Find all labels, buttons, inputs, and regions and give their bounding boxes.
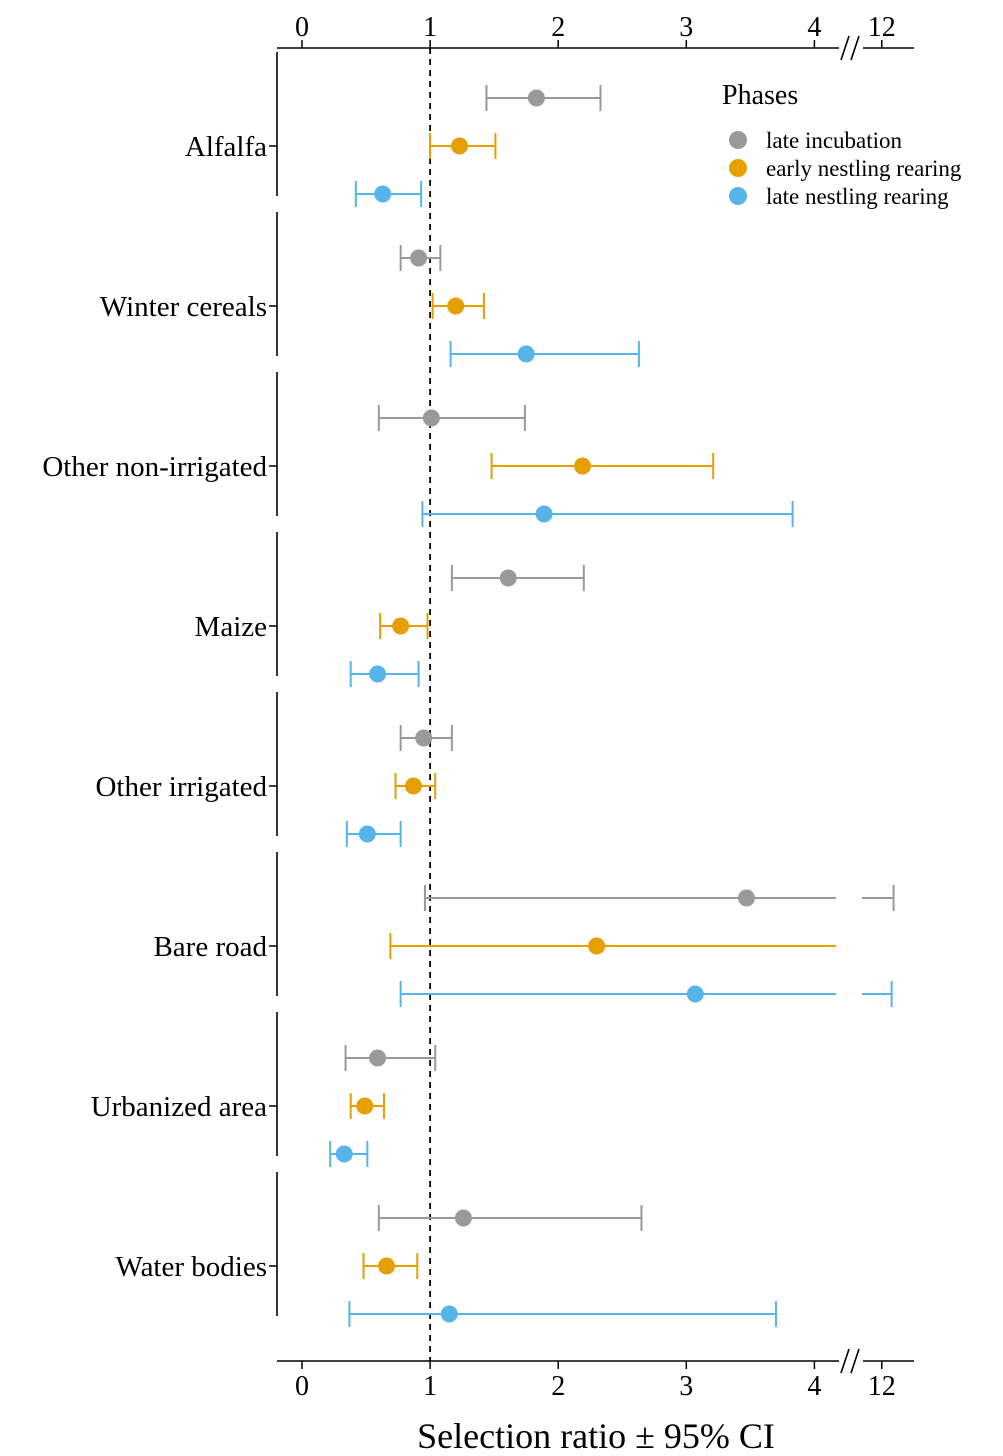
legend-swatch-early-nestling-rearing: [729, 159, 747, 177]
point-estimate: [392, 617, 410, 635]
bottom-axis-break-mark: [840, 1348, 850, 1374]
category-label-water-bodies: Water bodies: [116, 1251, 267, 1283]
top-tick-label-0: 0: [295, 12, 309, 43]
error-bar-late-incubation-winter-cereals: [399, 245, 442, 271]
error-bar-early-nestling-rearing-other-irrigated: [394, 773, 437, 799]
x-axis-title: Selection ratio ± 95% CI: [417, 1416, 775, 1456]
point-estimate: [378, 1257, 396, 1275]
category-label-maize: Maize: [195, 611, 267, 643]
legend-label-early-nestling-rearing: early nestling rearing: [766, 156, 962, 181]
error-bar-late-nestling-rearing-other-non-irrigated: [421, 501, 794, 527]
error-bar-early-nestling-rearing-bare-road: [389, 933, 836, 959]
error-bar-late-incubation-bare-road: [423, 885, 895, 911]
top-tick-label-2: 2: [551, 12, 565, 43]
bottom-tick-label-12: 12: [868, 1371, 896, 1402]
bottom-axis-break-mark: [850, 1348, 860, 1374]
category-label-other-irrigated: Other irrigated: [95, 771, 267, 803]
category-label-alfalfa: Alfalfa: [185, 131, 267, 163]
category-label-winter-cereals: Winter cereals: [100, 291, 267, 323]
error-bar-late-nestling-rearing-bare-road: [399, 981, 893, 1007]
point-estimate: [422, 409, 440, 427]
error-bar-late-incubation-other-non-irrigated: [377, 405, 526, 431]
error-bar-late-incubation-other-irrigated: [399, 725, 453, 751]
error-bar-early-nestling-rearing-other-non-irrigated: [490, 453, 715, 479]
top-tick-label-1: 1: [423, 12, 437, 43]
error-bar-late-nestling-rearing-urbanized-area: [329, 1141, 369, 1167]
error-bar-late-nestling-rearing-water-bodies: [348, 1301, 777, 1327]
legend-title: Phases: [722, 80, 798, 111]
category-label-bare-road: Bare road: [153, 931, 267, 963]
point-estimate: [738, 889, 756, 907]
point-estimate: [574, 457, 592, 475]
point-estimate: [374, 185, 392, 203]
point-estimate: [499, 569, 517, 587]
top-tick-label-12: 12: [868, 12, 896, 43]
category-label-urbanized-area: Urbanized area: [91, 1091, 267, 1123]
top-tick-label-4: 4: [807, 12, 821, 43]
point-estimate: [440, 1305, 458, 1323]
error-bar-late-nestling-rearing-maize: [349, 661, 420, 687]
point-estimate: [447, 297, 465, 315]
top-axis-break-mark: [850, 35, 860, 61]
marks-layer: [329, 85, 895, 1327]
error-bar-late-nestling-rearing-alfalfa: [354, 181, 423, 207]
bottom-tick-label-3: 3: [679, 1371, 693, 1402]
error-bar-late-nestling-rearing-winter-cereals: [449, 341, 640, 367]
legend: Phases late incubation early nestling re…: [722, 80, 962, 209]
point-estimate: [356, 1097, 374, 1115]
legend-label-late-nestling-rearing: late nestling rearing: [766, 184, 949, 209]
point-estimate: [517, 345, 535, 363]
point-estimate: [410, 249, 428, 267]
category-label-other-non-irrigated: Other non-irrigated: [42, 451, 267, 483]
point-estimate: [686, 985, 704, 1003]
bottom-tick-label-4: 4: [807, 1371, 821, 1402]
point-estimate: [415, 729, 433, 747]
legend-swatch-late-nestling-rearing: [729, 187, 747, 205]
error-bar-late-incubation-alfalfa: [485, 85, 602, 111]
point-estimate: [535, 505, 553, 523]
error-bar-late-incubation-urbanized-area: [344, 1045, 437, 1071]
error-bar-late-incubation-water-bodies: [377, 1205, 643, 1231]
point-estimate: [369, 665, 387, 683]
point-estimate: [527, 89, 545, 107]
error-bar-early-nestling-rearing-winter-cereals: [431, 293, 485, 319]
legend-swatch-late-incubation: [729, 131, 747, 149]
bottom-tick-label-0: 0: [295, 1371, 309, 1402]
error-bar-early-nestling-rearing-water-bodies: [362, 1253, 419, 1279]
error-bar-late-nestling-rearing-other-irrigated: [345, 821, 402, 847]
point-estimate: [335, 1145, 353, 1163]
bottom-tick-label-2: 2: [551, 1371, 565, 1402]
top-tick-label-3: 3: [679, 12, 693, 43]
point-estimate: [404, 777, 422, 795]
top-axis-break-mark: [840, 35, 850, 61]
point-estimate: [588, 937, 606, 955]
point-estimate: [451, 137, 469, 155]
error-bar-late-incubation-maize: [450, 565, 585, 591]
bottom-tick-label-1: 1: [423, 1371, 437, 1402]
point-estimate: [369, 1049, 387, 1067]
error-bar-early-nestling-rearing-maize: [379, 613, 429, 639]
legend-label-late-incubation: late incubation: [766, 128, 903, 153]
error-bar-early-nestling-rearing-urbanized-area: [349, 1093, 385, 1119]
error-bar-early-nestling-rearing-alfalfa: [429, 133, 497, 159]
point-estimate: [454, 1209, 472, 1227]
point-estimate: [358, 825, 376, 843]
